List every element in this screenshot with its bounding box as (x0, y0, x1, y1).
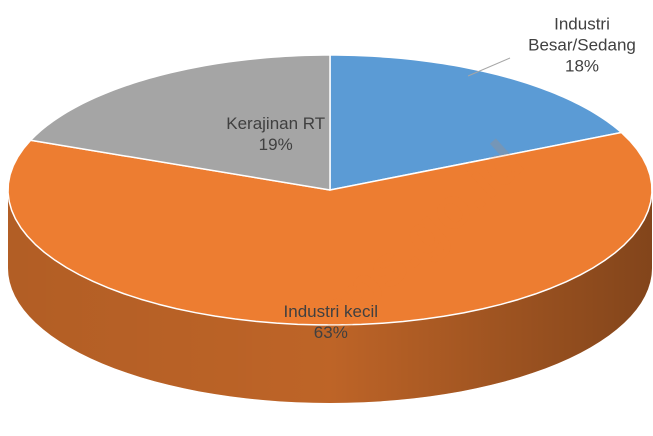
value-label: 63% (313, 322, 348, 342)
slice-side-shade (8, 190, 652, 403)
data-label: Industri Besar/Sedang 18% (517, 14, 647, 77)
category-label: Industri kecil (283, 301, 379, 321)
slice (29, 54, 331, 191)
data-label: Kerajinan RT 19% (201, 113, 351, 155)
category-label: Industri Besar/Sedang (528, 14, 636, 55)
slice (329, 54, 623, 191)
data-label: Industri kecil 63% (251, 301, 411, 343)
leader-line (467, 57, 511, 77)
value-label: 19% (258, 134, 293, 154)
value-label: 18% (564, 56, 600, 76)
category-label: Kerajinan RT (226, 113, 326, 133)
slice (7, 131, 653, 326)
